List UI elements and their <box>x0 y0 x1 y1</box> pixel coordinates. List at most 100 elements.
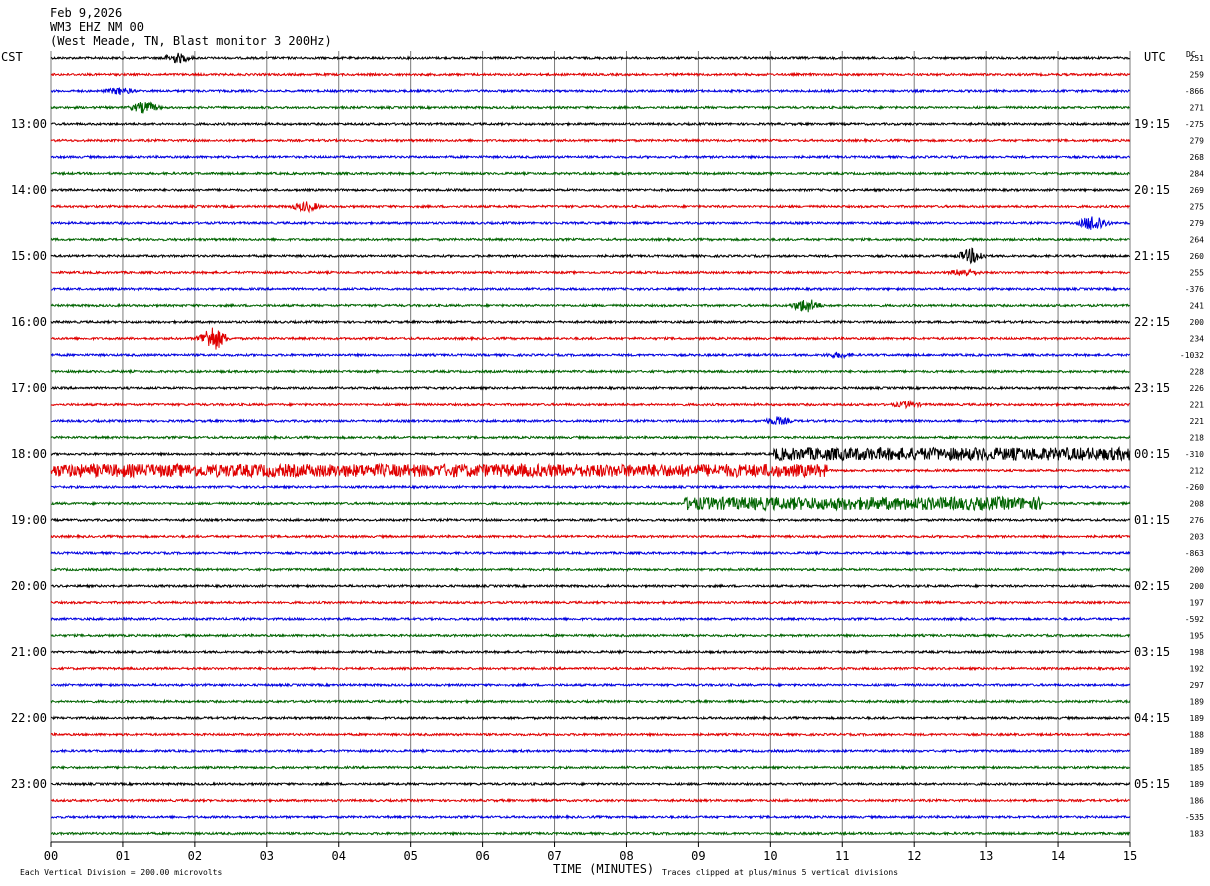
utc-hour-label: 20:15 <box>1134 183 1170 197</box>
dc-offset-value: 192 <box>1190 665 1205 674</box>
dc-offset-value: 195 <box>1190 632 1205 641</box>
utc-hour-label: 22:15 <box>1134 315 1170 329</box>
dc-offset-value: -863 <box>1185 549 1204 558</box>
dc-offset-value: 221 <box>1190 417 1205 426</box>
dc-offset-value: 269 <box>1190 186 1205 195</box>
trace-line-3 <box>50 101 1130 114</box>
trace-line-9 <box>50 200 1131 214</box>
trace-line-46 <box>50 814 1131 821</box>
trace-line-0 <box>50 52 1131 64</box>
dc-offset-value: 279 <box>1190 137 1205 146</box>
dc-offset-value: -376 <box>1185 285 1204 294</box>
trace-line-17 <box>50 327 1131 350</box>
dc-offset-value: 208 <box>1190 500 1205 509</box>
dc-offset-value: 218 <box>1190 434 1205 443</box>
trace-line-41 <box>50 731 1131 738</box>
dc-offset-header: DC <box>1186 50 1196 59</box>
trace-line-24 <box>50 445 1131 462</box>
minute-gridlines <box>50 51 1131 843</box>
cst-hour-label: 18:00 <box>11 447 47 461</box>
trace-line-8 <box>50 187 1131 193</box>
right-timezone-label: UTC <box>1144 50 1166 64</box>
dc-offset-value: -1032 <box>1180 351 1204 360</box>
dc-offset-value: 297 <box>1190 681 1205 690</box>
dc-offset-value: 226 <box>1190 384 1205 393</box>
x-axis-ticks: 00 01 02 03 04 05 06 07 08 09 10 11 12 13 14 15 <box>44 842 1137 863</box>
utc-hour-label: 21:15 <box>1134 249 1170 263</box>
dc-offset-value: 183 <box>1190 830 1205 839</box>
trace-line-33 <box>50 599 1131 606</box>
utc-hour-label: 19:15 <box>1134 117 1170 131</box>
utc-hour-label: 04:15 <box>1134 711 1170 725</box>
trace-line-5 <box>50 137 1131 144</box>
trace-line-11 <box>50 236 1130 243</box>
trace-line-38 <box>50 682 1131 688</box>
x-tick-label: 00 <box>44 849 58 863</box>
trace-line-29 <box>50 533 1131 540</box>
trace-line-13 <box>50 268 1131 277</box>
trace-line-31 <box>50 566 1131 573</box>
dc-offset-value: 279 <box>1190 219 1205 228</box>
x-tick-label: 12 <box>907 849 921 863</box>
trace-line-1 <box>50 71 1131 78</box>
x-tick-label: 01 <box>116 849 130 863</box>
cst-hour-label: 16:00 <box>11 315 47 329</box>
utc-hour-label: 00:15 <box>1134 447 1170 461</box>
x-tick-label: 14 <box>1051 849 1065 863</box>
trace-line-25 <box>50 462 1131 479</box>
trace-line-45 <box>50 797 1131 804</box>
cst-hour-label: 22:00 <box>11 711 47 725</box>
dc-offset-value: 221 <box>1190 401 1205 410</box>
trace-line-6 <box>50 154 1131 160</box>
left-timezone-label: CST <box>1 50 23 64</box>
trace-line-34 <box>50 616 1131 623</box>
scale-note: Each Vertical Division = 200.00 microvol… <box>20 868 222 877</box>
dc-offset-value: 203 <box>1190 533 1205 542</box>
dc-offset-value: 255 <box>1190 269 1205 278</box>
dc-offset-value: 264 <box>1190 236 1205 245</box>
x-axis-label: TIME (MINUTES) <box>553 862 654 876</box>
utc-hour-label: 05:15 <box>1134 777 1170 791</box>
x-tick-label: 03 <box>260 849 274 863</box>
dc-offset-value: 276 <box>1190 516 1205 525</box>
dc-offset-value: -535 <box>1185 813 1204 822</box>
x-tick-label: 02 <box>188 849 202 863</box>
x-tick-label: 04 <box>332 849 346 863</box>
trace-line-16 <box>50 319 1131 325</box>
trace-line-39 <box>50 698 1131 705</box>
trace-line-36 <box>50 649 1131 655</box>
trace-line-35 <box>50 632 1131 639</box>
trace-line-18 <box>50 351 1131 360</box>
cst-hour-label: 23:00 <box>11 777 47 791</box>
trace-line-14 <box>50 286 1131 292</box>
trace-line-27 <box>50 495 1131 512</box>
dc-offset-value: 189 <box>1190 714 1205 723</box>
dc-offset-value: 189 <box>1190 780 1205 789</box>
trace-line-20 <box>50 385 1131 391</box>
cst-hour-label: 14:00 <box>11 183 47 197</box>
trace-line-10 <box>50 216 1131 230</box>
x-tick-label: 08 <box>619 849 633 863</box>
dc-offset-value: 212 <box>1190 467 1205 476</box>
trace-line-2 <box>50 87 1131 95</box>
seismic-traces <box>50 52 1131 837</box>
trace-line-4 <box>50 121 1130 127</box>
dc-offset-value: 234 <box>1190 335 1205 344</box>
trace-line-15 <box>50 299 1130 313</box>
cst-hour-label: 17:00 <box>11 381 47 395</box>
header-station: WM3 EHZ NM 00 <box>50 20 144 34</box>
trace-line-47 <box>50 830 1130 837</box>
x-tick-label: 09 <box>691 849 705 863</box>
trace-line-42 <box>50 748 1131 754</box>
dc-offset-value: 241 <box>1190 302 1205 311</box>
trace-line-28 <box>50 517 1131 523</box>
hour-labels: 13:00 19:15 14:00 20:15 15:00 21:15 16:00 22:15… <box>11 117 1170 791</box>
trace-line-26 <box>50 484 1130 490</box>
trace-line-12 <box>50 247 1131 265</box>
cst-hour-label: 19:00 <box>11 513 47 527</box>
dc-offset-value: -275 <box>1185 120 1204 129</box>
dc-offset-value: 260 <box>1190 252 1205 261</box>
cst-hour-label: 21:00 <box>11 645 47 659</box>
x-tick-label: 11 <box>835 849 849 863</box>
dc-offset-value: -260 <box>1185 483 1204 492</box>
